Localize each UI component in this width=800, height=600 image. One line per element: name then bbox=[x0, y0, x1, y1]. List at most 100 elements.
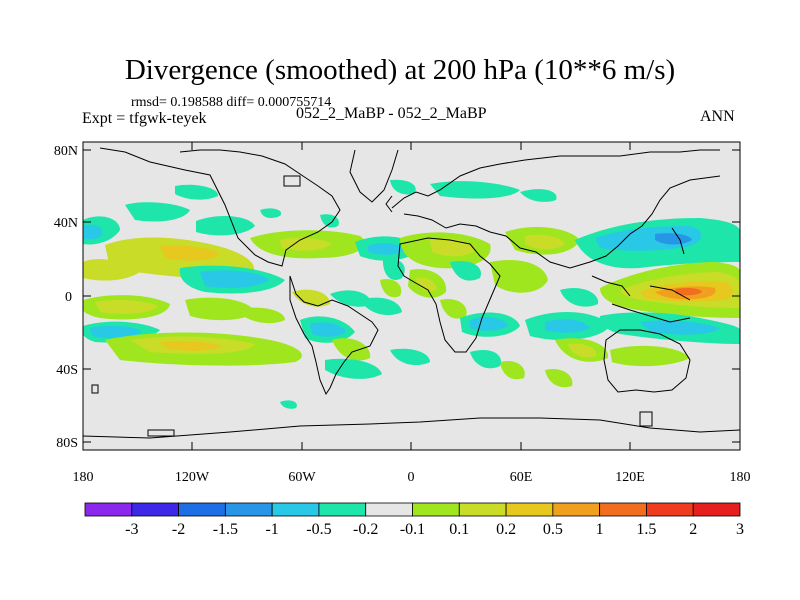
colorbar-swatch bbox=[365, 502, 413, 517]
divergence-negative-region bbox=[196, 215, 255, 236]
divergence-negative-region bbox=[520, 189, 557, 202]
colorbar-swatch bbox=[552, 502, 601, 517]
colorbar-label: -0.1 bbox=[400, 521, 425, 538]
divergence-positive-region bbox=[95, 299, 158, 314]
divergence-negative-region bbox=[360, 297, 402, 316]
colorbar-label: 0.1 bbox=[449, 521, 469, 538]
divergence-positive-region bbox=[610, 345, 690, 367]
colorbar-label: -2 bbox=[172, 521, 185, 538]
divergence-negative-region bbox=[545, 319, 590, 333]
contour-fields bbox=[83, 179, 740, 409]
lon-label: 60E bbox=[510, 470, 533, 485]
colorbar-label: 0.2 bbox=[496, 521, 516, 538]
divergence-negative-region bbox=[325, 358, 382, 379]
coastline-uk bbox=[385, 195, 393, 213]
coastlines bbox=[83, 147, 740, 439]
coastline-south-america bbox=[289, 275, 379, 396]
divergence-negative-region bbox=[450, 260, 481, 281]
case-label: 052_2_MaBP - 052_2_MaBP bbox=[296, 105, 487, 122]
divergence-positive-region bbox=[545, 368, 573, 388]
divergence-positive-region bbox=[160, 245, 220, 261]
divergence-positive-region bbox=[568, 343, 597, 358]
divergence-positive-region bbox=[292, 289, 330, 307]
colorbar-swatch bbox=[271, 502, 320, 517]
experiment-label: Expt = tfgwk-teyek bbox=[82, 110, 207, 127]
divergence-positive-region bbox=[160, 341, 222, 351]
divergence-positive-region bbox=[525, 234, 565, 250]
lon-label: 180 bbox=[73, 470, 94, 485]
period-label: ANN bbox=[700, 108, 735, 125]
colorbar-label: 1 bbox=[596, 521, 604, 538]
coastline-antarctica bbox=[83, 417, 740, 439]
divergence-negative-region bbox=[330, 290, 372, 307]
divergence-negative-region bbox=[83, 224, 103, 240]
divergence-negative-region bbox=[200, 270, 270, 288]
divergence-negative-region bbox=[655, 233, 692, 245]
lat-labels: 80N 40N 0 40S 80S bbox=[54, 144, 78, 451]
colorbar-label: -1.5 bbox=[213, 521, 238, 538]
coastline-africa bbox=[397, 237, 501, 353]
colorbar-swatch bbox=[131, 502, 179, 517]
colorbar-swatch bbox=[505, 502, 554, 517]
colorbar-label: 2 bbox=[689, 521, 697, 538]
divergence-positive-region bbox=[332, 338, 371, 361]
lat-label: 40S bbox=[56, 363, 78, 378]
divergence-negative-region bbox=[260, 208, 282, 218]
divergence-negative-region bbox=[640, 320, 720, 335]
lat-ticks bbox=[83, 149, 740, 443]
divergence-negative-region bbox=[125, 202, 190, 222]
colorbar-labels: -3 -2 -1.5 -1 -0.5 -0.2 -0.1 0.1 0.2 0.5 1 1.5 2 3 bbox=[125, 521, 744, 538]
divergence-positive-region bbox=[440, 298, 467, 319]
lon-label: 180 bbox=[730, 470, 751, 485]
divergence-negative-region bbox=[390, 348, 430, 366]
lat-label: 80N bbox=[54, 144, 78, 159]
colorbar-swatch bbox=[412, 502, 460, 517]
divergence-negative-region bbox=[368, 243, 404, 255]
colorbar-swatch bbox=[178, 502, 226, 517]
divergence-negative-region bbox=[90, 325, 142, 339]
divergence-negative-region bbox=[175, 184, 219, 200]
divergence-positive-region bbox=[235, 307, 285, 324]
colorbar-label: 0.5 bbox=[543, 521, 563, 538]
coastline-island bbox=[91, 384, 99, 394]
divergence-positive-region bbox=[500, 360, 525, 380]
divergence-positive-region bbox=[416, 277, 437, 292]
stats-text: rmsd= 0.198588 diff= 0.000755714 bbox=[131, 95, 332, 110]
divergence-negative-region bbox=[390, 179, 416, 195]
lon-labels: 180 120W 60W 0 60E 120E 180 bbox=[73, 470, 751, 485]
colorbar bbox=[84, 502, 741, 517]
colorbar-label: 1.5 bbox=[636, 521, 656, 538]
colorbar-swatch bbox=[318, 502, 367, 517]
colorbar-label: 3 bbox=[736, 521, 744, 538]
divergence-positive-region bbox=[675, 288, 702, 296]
coastline-north-america bbox=[99, 147, 341, 267]
lat-label: 0 bbox=[65, 290, 72, 305]
divergence-negative-region bbox=[560, 287, 599, 307]
colorbar-swatch bbox=[599, 502, 647, 517]
divergence-negative-region bbox=[430, 181, 520, 199]
lat-label: 40N bbox=[54, 216, 78, 231]
divergence-positive-region bbox=[490, 260, 548, 293]
colorbar-label: -3 bbox=[125, 521, 138, 538]
colorbar-swatch bbox=[646, 502, 694, 517]
colorbar-swatch bbox=[458, 502, 507, 517]
colorbar-label: -1 bbox=[265, 521, 278, 538]
coastline-island bbox=[147, 429, 175, 437]
coastline-eurasia bbox=[391, 149, 721, 269]
divergence-negative-region bbox=[470, 349, 501, 369]
colorbar-swatch bbox=[224, 502, 273, 517]
divergence-negative-region bbox=[280, 400, 297, 409]
divergence-negative-region bbox=[320, 214, 339, 228]
coastline-greenland bbox=[349, 149, 399, 203]
coastline-island bbox=[283, 175, 301, 187]
divergence-positive-region bbox=[380, 279, 402, 298]
divergence-positive-region bbox=[185, 297, 255, 321]
colorbar-swatch bbox=[84, 502, 133, 517]
lon-label: 0 bbox=[408, 470, 415, 485]
colorbar-label: -0.5 bbox=[306, 521, 331, 538]
lon-label: 120E bbox=[615, 470, 645, 485]
lon-label: 120W bbox=[175, 470, 210, 485]
divergence-positive-region bbox=[280, 237, 332, 251]
lat-label: 80S bbox=[56, 436, 78, 451]
